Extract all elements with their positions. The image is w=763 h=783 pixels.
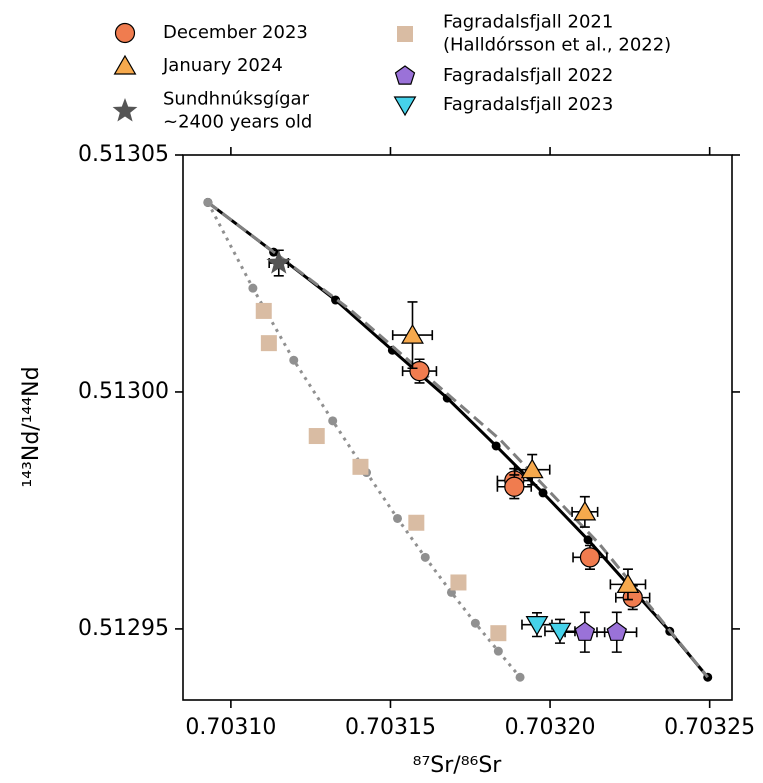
x-axis-label: ⁸⁷Sr/⁸⁶Sr	[413, 753, 503, 778]
model-point	[515, 672, 525, 682]
marker	[308, 428, 325, 445]
model-point	[331, 295, 341, 305]
model-point	[328, 416, 338, 426]
marker	[114, 22, 136, 44]
marker	[393, 96, 417, 117]
model-point	[420, 552, 430, 562]
marker	[574, 621, 596, 641]
model-point	[538, 488, 548, 498]
model-point	[248, 283, 258, 293]
marker	[573, 500, 597, 521]
model-point	[470, 618, 480, 628]
x-tick-label: 0.70315	[345, 715, 436, 740]
marker	[401, 323, 424, 344]
legend-label: Fagradalsfjall 2021 (Halldórsson et al., …	[443, 12, 671, 56]
legend-label: January 2024	[162, 55, 283, 76]
model-point	[289, 355, 299, 365]
marker	[260, 335, 277, 352]
marker	[409, 361, 430, 382]
marker	[490, 625, 507, 642]
y-tick-label: 0.51295	[78, 616, 169, 641]
marker	[606, 621, 628, 641]
marker	[266, 250, 292, 274]
y-tick-label: 0.51300	[78, 379, 169, 404]
legend-label: Fagradalsfjall 2022	[443, 65, 613, 86]
marker	[504, 476, 525, 497]
marker	[616, 573, 640, 594]
x-tick-label: 0.70325	[664, 715, 755, 740]
y-tick-label: 0.51305	[78, 142, 169, 167]
marker	[579, 547, 601, 568]
plot-frame	[182, 154, 733, 701]
legend-label: December 2023	[163, 22, 308, 43]
legend-label: Sundhnúksgígar ~2400 years old	[163, 89, 312, 133]
marker	[352, 458, 369, 475]
legend-label: Fagradalsfjall 2023	[443, 94, 613, 115]
y-axis-label: ¹⁴³Nd/¹⁴⁴Nd	[19, 366, 44, 487]
marker	[450, 574, 467, 591]
marker	[255, 302, 272, 319]
marker	[520, 458, 544, 479]
model-point	[203, 197, 213, 207]
marker	[525, 615, 549, 636]
model-point	[493, 646, 503, 656]
model-point	[491, 441, 501, 451]
marker	[394, 65, 416, 85]
marker	[548, 622, 572, 643]
x-tick-label: 0.70310	[185, 715, 276, 740]
marker	[113, 54, 137, 75]
model-point	[583, 535, 593, 545]
x-tick-label: 0.70320	[505, 715, 596, 740]
marker	[112, 98, 138, 122]
marker	[408, 514, 425, 531]
model-point	[392, 513, 402, 523]
model-line	[206, 201, 522, 679]
marker	[397, 26, 413, 42]
